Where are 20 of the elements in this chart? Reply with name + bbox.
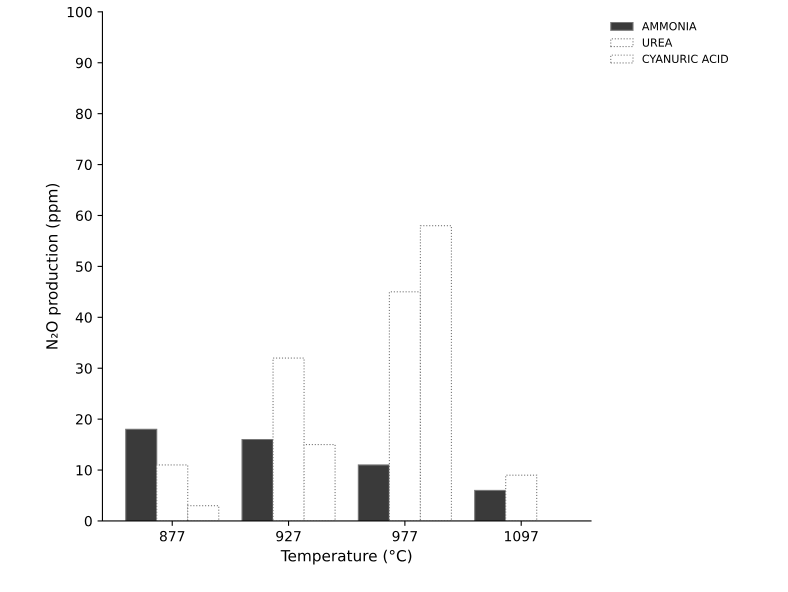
y-tick-label: 80 (76, 108, 92, 120)
y-tick-label: 90 (76, 58, 92, 68)
x-tick-label: 927 (276, 530, 301, 542)
x-tick-label: 877 (160, 530, 184, 542)
x-tick-label: 977 (392, 530, 417, 542)
x-axis-title: Temperature (°C) (280, 550, 412, 564)
y-tick-label: 10 (76, 465, 92, 476)
y-tick-label: 30 (76, 363, 92, 374)
y-axis-title: N₂O production (ppm) (46, 184, 61, 349)
legend-label: CYANURIC ACID (642, 54, 728, 64)
y-tick-label: 100 (68, 6, 92, 18)
x-tick-label: 1097 (505, 530, 538, 542)
y-tick-label: 60 (76, 210, 92, 221)
y-tick-label: 40 (76, 312, 92, 323)
legend-label: UREA (642, 38, 672, 47)
y-tick-label: 0 (84, 516, 92, 526)
y-tick-label: 20 (76, 414, 92, 425)
y-tick-label: 70 (76, 160, 92, 170)
legend-label: AMMONIA (642, 22, 696, 30)
y-tick-label: 50 (76, 261, 92, 272)
